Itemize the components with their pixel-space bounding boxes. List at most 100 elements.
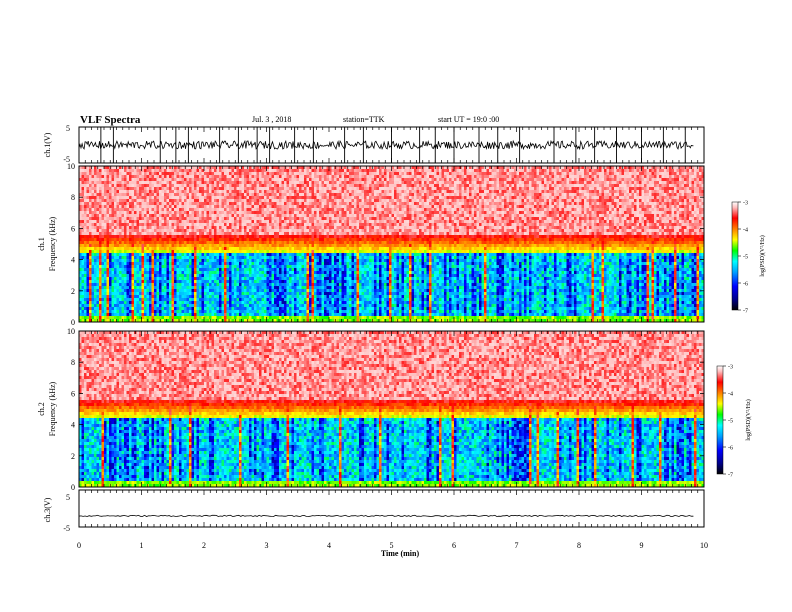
spectrogram-cell: [284, 307, 287, 311]
spectrogram-cell: [181, 235, 185, 239]
spectrogram-cell: [291, 232, 295, 236]
spectrogram-cell: [176, 301, 180, 305]
spectrogram-cell: [134, 205, 137, 209]
spectrogram-cell: [169, 214, 172, 218]
spectrogram-cell: [101, 196, 105, 200]
spectrogram-cell: [161, 259, 165, 263]
spectrogram-cell: [244, 169, 247, 173]
spectrogram-cell: [86, 271, 90, 275]
spectrogram-cell: [176, 292, 180, 296]
spectrogram-cell: [134, 232, 137, 236]
spectrogram-cell: [166, 175, 170, 179]
spectrogram-cell: [199, 169, 202, 173]
spectrogram-cell: [181, 220, 185, 224]
spectrogram-cell: [146, 202, 150, 206]
spectrogram-cell: [81, 247, 85, 251]
spectrogram-cell: [299, 226, 302, 230]
spectrogram-cell: [201, 262, 205, 266]
spectrogram-cell: [289, 298, 292, 302]
spectrogram-cell: [146, 223, 150, 227]
spectrogram-cell: [169, 250, 172, 254]
spectrogram-cell: [176, 283, 180, 287]
spectrogram-cell: [101, 259, 105, 263]
spectrogram-cell: [239, 181, 242, 185]
spectrogram-cell: [149, 313, 152, 317]
spectrogram-cell: [206, 205, 210, 209]
spectrogram-cell: [271, 313, 275, 317]
spectrogram-cell: [109, 202, 112, 206]
spectrogram-cell: [79, 205, 82, 209]
spectrogram-cell: [159, 193, 162, 197]
spectrogram-cell: [116, 223, 120, 227]
spectrogram-cell: [201, 283, 205, 287]
spectrogram-cell: [146, 271, 150, 275]
spectrogram-cell: [191, 283, 195, 287]
spectrogram-cell: [111, 247, 115, 251]
spectrogram-cell: [136, 280, 140, 284]
spectrogram-cell: [291, 304, 295, 308]
spectrogram-cell: [164, 187, 167, 191]
spectrogram-cell: [79, 202, 82, 206]
spectrogram-cell: [284, 286, 287, 290]
spectrogram-cell: [236, 193, 240, 197]
spectrogram-cell: [269, 241, 272, 245]
spectrogram-cell: [316, 220, 320, 224]
spectrogram-cell: [99, 307, 102, 311]
spectrogram-cell: [194, 208, 197, 212]
spectrogram-cell: [269, 292, 272, 296]
spectrogram-cell: [171, 250, 175, 254]
spectrogram-cell: [99, 208, 102, 212]
spectrogram-cell: [199, 205, 202, 209]
spectrogram-cell: [79, 211, 82, 215]
spectrogram-cell: [164, 253, 167, 257]
spectrogram-cell: [269, 217, 272, 221]
spectrogram-cell: [189, 301, 192, 305]
spectrogram-cell: [286, 169, 290, 173]
spectrogram-cell: [221, 211, 225, 215]
spectrogram-cell: [79, 214, 82, 218]
spectrogram-cell: [216, 268, 220, 272]
spectrogram-cell: [239, 286, 242, 290]
spectrogram-cell: [269, 289, 272, 293]
spectrogram-cell: [186, 274, 190, 278]
spectrogram-cell: [201, 259, 205, 263]
spectrogram-cell: [84, 301, 87, 305]
spectrogram-cell: [249, 316, 252, 320]
spectrogram-cell: [226, 247, 230, 251]
spectrogram-cell: [119, 280, 122, 284]
spectrogram-cell: [204, 271, 207, 275]
spectrogram-cell: [244, 256, 247, 260]
spectrogram-cell: [214, 292, 217, 296]
spectrogram-cell: [276, 313, 280, 317]
spectrogram-cell: [86, 289, 90, 293]
spectrogram-cell: [129, 193, 132, 197]
spectrogram-cell: [224, 184, 227, 188]
spectrogram-cell: [89, 268, 92, 272]
spectrogram-cell: [134, 304, 137, 308]
spectrogram-cell: [236, 169, 240, 173]
spectrogram-cell: [264, 280, 267, 284]
spectrogram-cell: [289, 292, 292, 296]
spectrogram-cell: [159, 286, 162, 290]
spectrogram-cell: [79, 247, 82, 251]
spectrogram-cell: [121, 244, 125, 248]
spectrogram-cell: [136, 301, 140, 305]
spectrogram-cell: [286, 208, 290, 212]
spectrogram-cell: [96, 307, 100, 311]
spectrogram-cell: [209, 178, 212, 182]
spectrogram-cell: [234, 268, 237, 272]
spectrogram-cell: [161, 250, 165, 254]
spectrogram-cell: [191, 235, 195, 239]
spectrogram-cell: [264, 274, 267, 278]
spectrogram-cell: [251, 244, 255, 248]
spectrogram-cell: [184, 238, 187, 242]
spectrogram-cell: [119, 250, 122, 254]
spectrogram-cell: [179, 205, 182, 209]
spectrogram-cell: [309, 229, 312, 233]
spectrogram-cell: [239, 241, 242, 245]
spectrogram-cell: [169, 316, 172, 320]
spectrogram-cell: [294, 292, 297, 296]
spectrogram-cell: [89, 244, 92, 248]
spectrogram-cell: [251, 280, 255, 284]
spectrogram-cell: [159, 301, 162, 305]
